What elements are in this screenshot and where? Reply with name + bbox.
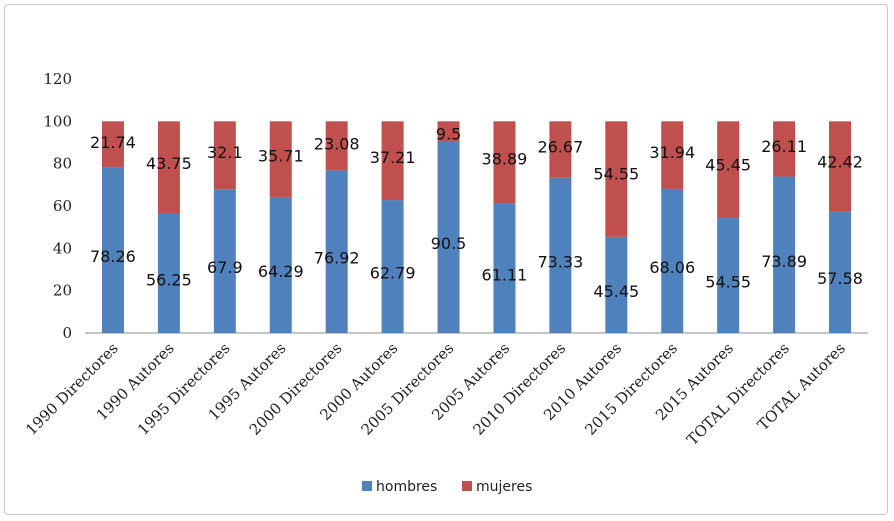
bar-mujeres [157, 121, 180, 214]
data-label-hombres: 56.25 [146, 270, 192, 289]
data-label-mujeres: 23.08 [314, 134, 360, 153]
y-tick-label: 80 [53, 155, 72, 173]
y-tick-label: 120 [43, 70, 72, 88]
bar-hombres [101, 167, 124, 333]
bar-mujeres [437, 121, 460, 142]
data-label-mujeres: 43.75 [146, 154, 192, 173]
bar-mujeres [381, 121, 404, 201]
bar-mujeres [829, 121, 852, 212]
bar-mujeres [773, 121, 796, 177]
bar-hombres [157, 213, 180, 333]
bar-hombres [773, 176, 796, 333]
data-label-mujeres: 38.89 [482, 149, 528, 168]
data-label-hombres: 76.92 [314, 249, 360, 268]
data-label-mujeres: 26.67 [537, 138, 583, 157]
data-label-mujeres: 9.5 [436, 124, 461, 143]
bar-hombres [661, 188, 684, 333]
data-label-mujeres: 32.1 [207, 143, 243, 162]
y-tick-label: 100 [43, 112, 72, 130]
legend-swatch-hombres [362, 481, 372, 491]
bar-hombres [829, 211, 852, 333]
bar-mujeres [605, 121, 628, 237]
data-label-hombres: 90.5 [431, 234, 467, 253]
data-label-hombres: 73.33 [537, 252, 583, 271]
data-label-hombres: 67.9 [207, 258, 243, 277]
data-label-mujeres: 37.21 [370, 148, 416, 167]
x-tick-label: 1990 Directores [22, 339, 122, 439]
legend: hombres mujeres [362, 479, 532, 495]
data-label-mujeres: 21.74 [90, 133, 136, 152]
bar-hombres [437, 141, 460, 333]
y-tick-label: 20 [53, 282, 72, 300]
data-label-hombres: 68.06 [649, 258, 695, 277]
bar-hombres [717, 217, 740, 333]
bar-hombres [493, 203, 516, 333]
data-label-hombres: 57.58 [817, 269, 863, 288]
data-label-mujeres: 35.71 [258, 146, 304, 165]
legend-label-hombres: hombres [376, 479, 437, 495]
bar-hombres [605, 236, 628, 333]
legend-label-mujeres: mujeres [476, 479, 532, 495]
bar-mujeres [269, 121, 292, 197]
data-label-mujeres: 26.11 [761, 137, 807, 156]
data-label-mujeres: 54.55 [593, 164, 639, 183]
bar-hombres [325, 170, 348, 333]
data-label-hombres: 62.79 [370, 264, 416, 283]
bar-hombres [549, 177, 572, 333]
bar-mujeres [213, 121, 236, 190]
bar-mujeres [325, 121, 348, 171]
data-label-mujeres: 42.42 [817, 153, 863, 172]
bar-mujeres [549, 121, 572, 178]
bars-layer [101, 121, 852, 333]
bar-hombres [269, 196, 292, 333]
bar-mujeres [661, 121, 684, 189]
bar-mujeres [101, 121, 124, 168]
data-label-hombres: 61.11 [482, 265, 528, 284]
data-labels-layer: 78.26 21.74 56.25 43.75 67.9 32.1 64.29 35.71 76… [90, 124, 863, 301]
bar-mujeres [493, 121, 516, 204]
data-label-mujeres: 45.45 [705, 156, 751, 175]
legend-swatch-mujeres [462, 481, 472, 491]
data-label-hombres: 45.45 [593, 282, 639, 301]
bar-hombres [381, 200, 404, 333]
data-label-hombres: 73.89 [761, 252, 807, 271]
x-tick-label: TOTAL Directores [683, 339, 793, 449]
data-label-mujeres: 31.94 [649, 143, 695, 162]
y-tick-label: 60 [53, 197, 72, 215]
bar-mujeres [717, 121, 740, 218]
y-tick-label: 40 [53, 239, 72, 257]
bar-hombres [213, 189, 236, 333]
data-label-hombres: 78.26 [90, 247, 136, 266]
y-tick-label: 0 [62, 324, 72, 342]
data-label-hombres: 64.29 [258, 262, 304, 281]
data-label-hombres: 54.55 [705, 272, 751, 291]
